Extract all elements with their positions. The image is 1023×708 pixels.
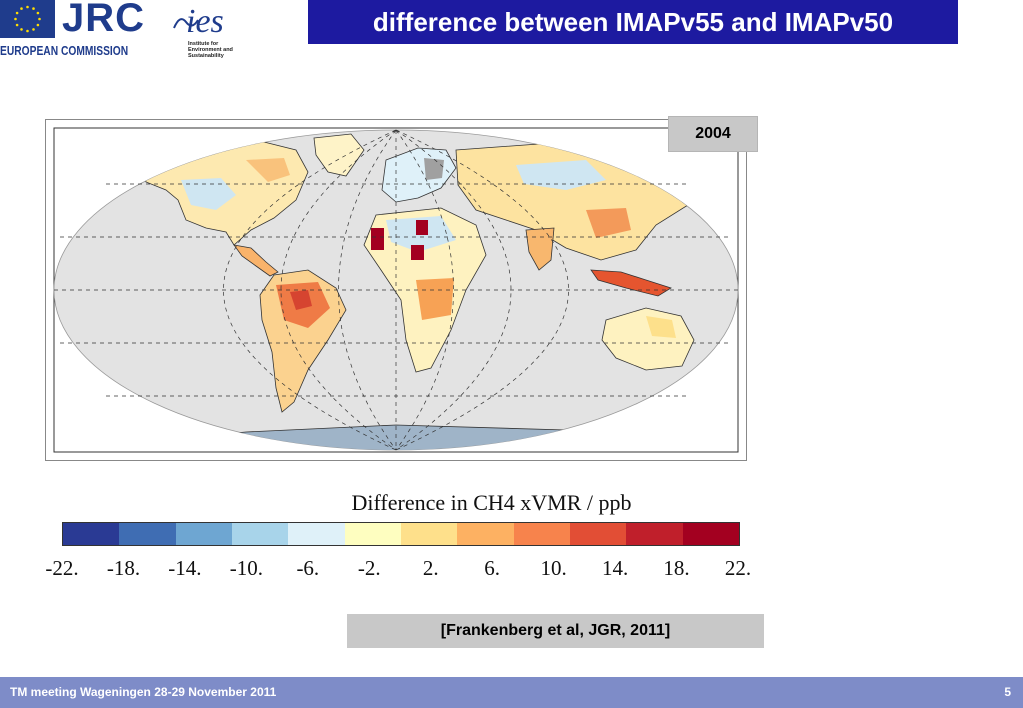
colorbar-swatch xyxy=(457,523,514,545)
colorbar-swatch xyxy=(400,523,458,545)
colorbar-swatch xyxy=(513,523,570,545)
page-number: 5 xyxy=(1004,685,1011,699)
footer-bar: TM meeting Wageningen 28-29 November 201… xyxy=(0,677,1023,708)
slide-title: difference between IMAPv55 and IMAPv50 xyxy=(308,0,958,44)
colorbar-swatch xyxy=(231,523,289,545)
colorbar-tick-label: 2. xyxy=(422,556,439,580)
colorbar xyxy=(62,522,740,546)
colorbar-swatch xyxy=(288,523,345,545)
colorbar-tick-label: -6. xyxy=(296,556,320,580)
colorbar-tick-labels: -22. -18. -14. -10. -6. -2. 2. 6. 10. 14. 18. 22. xyxy=(0,556,1023,586)
year-label: 2004 xyxy=(668,116,758,152)
world-map-panel xyxy=(45,119,747,461)
colorbar-swatch xyxy=(682,523,739,545)
colorbar-swatch xyxy=(175,523,232,545)
colorbar-tick-label: 18. xyxy=(663,556,690,580)
ies-subtitle: Institute for Environment and Sustainabi… xyxy=(188,41,233,59)
colorbar-swatch xyxy=(63,523,120,545)
colorbar-tick-label: 22. xyxy=(724,556,752,580)
colorbar-swatch xyxy=(626,523,683,545)
ies-subtitle-line: Sustainability xyxy=(188,53,224,59)
colorbar-tick-label: -18. xyxy=(106,556,141,580)
jrc-logo-text: JRC xyxy=(62,0,146,40)
colorbar-swatch xyxy=(119,523,176,545)
ies-subtitle-line: Environment and xyxy=(188,47,233,53)
footer-meeting-text: TM meeting Wageningen 28-29 November 201… xyxy=(10,685,277,699)
colorbar-title: Difference in CH4 xVMR / ppb xyxy=(0,490,1023,516)
continent-greenland xyxy=(313,133,365,177)
colorbar-tick-label: -14. xyxy=(168,556,202,580)
colorbar-tick-label: 6. xyxy=(484,556,501,580)
colorbar-tick-label: -10. xyxy=(229,556,263,580)
ies-subtitle-line: Institute for xyxy=(188,41,219,47)
eu-flag-logo xyxy=(0,0,55,38)
colorbar-swatch xyxy=(569,523,627,545)
difference-map xyxy=(53,127,739,453)
colorbar-tick-label: 10. xyxy=(540,556,567,580)
ies-logo-text: ies xyxy=(186,3,224,40)
ies-logo: ies xyxy=(168,0,258,64)
european-commission-label: EUROPEAN COMMISSION xyxy=(0,44,129,58)
colorbar-tick-label: 14. xyxy=(601,556,629,580)
colorbar-tick-label: -22. xyxy=(45,556,79,580)
colorbar-title-text: Difference in CH4 xVMR / ppb xyxy=(351,490,632,515)
reference-citation: [Frankenberg et al, JGR, 2011] xyxy=(347,614,764,648)
colorbar-tick-label: -2. xyxy=(357,556,381,580)
colorbar-swatch xyxy=(344,523,401,545)
continent-antarctica xyxy=(84,424,728,450)
